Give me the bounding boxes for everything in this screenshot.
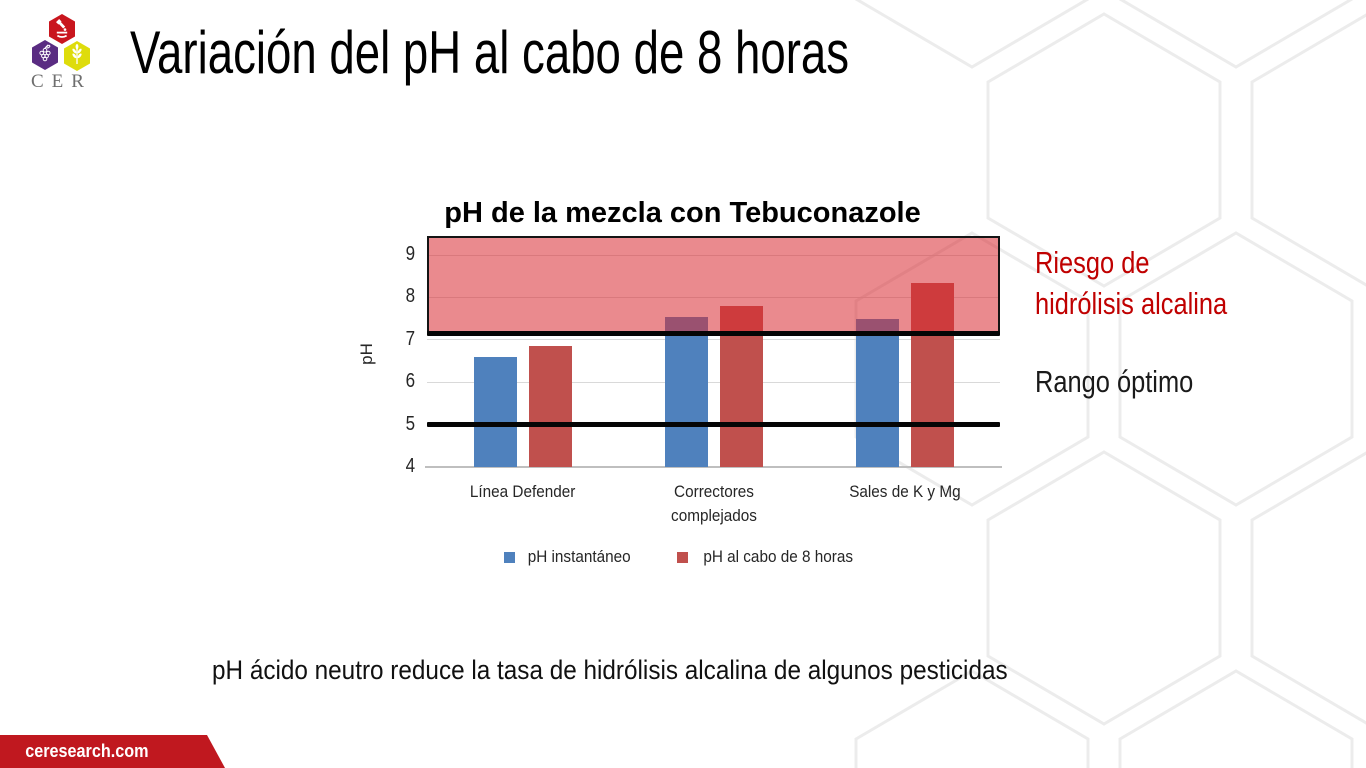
reference-line-ph7.15 [427, 330, 1000, 336]
hexagon-outline [986, 12, 1222, 288]
risk-region [427, 236, 1000, 334]
legend-swatch [676, 551, 688, 563]
category-label-2: Sales de K y Mg [848, 482, 961, 501]
logo-text: CER [31, 71, 92, 92]
x-axis-line [425, 466, 1002, 468]
legend-item: pH al cabo de 8 horas [676, 547, 861, 567]
y-tick-label: 4 [405, 455, 415, 477]
footer-ribbon: ceresearch.com [0, 735, 225, 768]
cer-logo: CER [26, 8, 118, 94]
risk-annotation: Riesgo de hidrólisis alcalina [1035, 242, 1269, 324]
y-tick-label: 7 [405, 327, 415, 350]
optimal-range-annotation: Rango óptimo [1035, 364, 1194, 399]
grapes-hexagon [32, 40, 58, 70]
chart-title: pH de la mezcla con Tebuconazole [444, 197, 921, 229]
y-tick-label: 6 [405, 370, 415, 393]
category-label-1: Correctores complejados [670, 482, 757, 525]
grapes-icon [39, 44, 51, 62]
hexagon-outline [854, 669, 1090, 768]
gridline [427, 339, 1000, 341]
footer-url: ceresearch.com [25, 741, 149, 761]
bar-instantaneo-1 [664, 316, 708, 467]
category-label-0: Línea Defender [469, 482, 576, 501]
reference-line-ph5 [427, 422, 1000, 428]
hexagon-outline [1250, 13, 1366, 287]
page-title: Variación del pH al cabo de 8 horas [130, 19, 850, 86]
hexagon-outline [1118, 669, 1354, 768]
legend-swatch [504, 551, 516, 563]
risk-annotation-line1: Riesgo de [1035, 245, 1150, 280]
hexagon-outline [986, 450, 1222, 726]
legend-label: pH al cabo de 8 horas [702, 547, 853, 566]
bar-instantaneo-2 [855, 318, 899, 467]
y-axis-label: pH [356, 343, 376, 365]
hexagon-outline [1250, 451, 1366, 725]
risk-annotation-line2: hidrólisis alcalina [1035, 286, 1228, 321]
y-tick-label: 9 [405, 243, 415, 266]
gridline [427, 381, 1000, 383]
bar-instantaneo-0 [473, 356, 517, 467]
wheat-icon [72, 44, 82, 64]
y-tick-label: 5 [405, 412, 415, 435]
chart-legend: pH instantáneo pH al cabo de 8 horas [365, 547, 1000, 567]
legend-item: pH instantáneo [504, 547, 636, 567]
y-tick-label: 8 [405, 285, 415, 308]
bar-8horas-0 [528, 346, 572, 467]
slide-caption: pH ácido neutro reduce la tasa de hidról… [212, 655, 1008, 685]
legend-label: pH instantáneo [527, 547, 631, 566]
hexagon-outline [1118, 231, 1354, 507]
microscope-hexagon [49, 14, 75, 44]
microscope-icon [56, 19, 68, 38]
wheat-hexagon [64, 41, 90, 71]
